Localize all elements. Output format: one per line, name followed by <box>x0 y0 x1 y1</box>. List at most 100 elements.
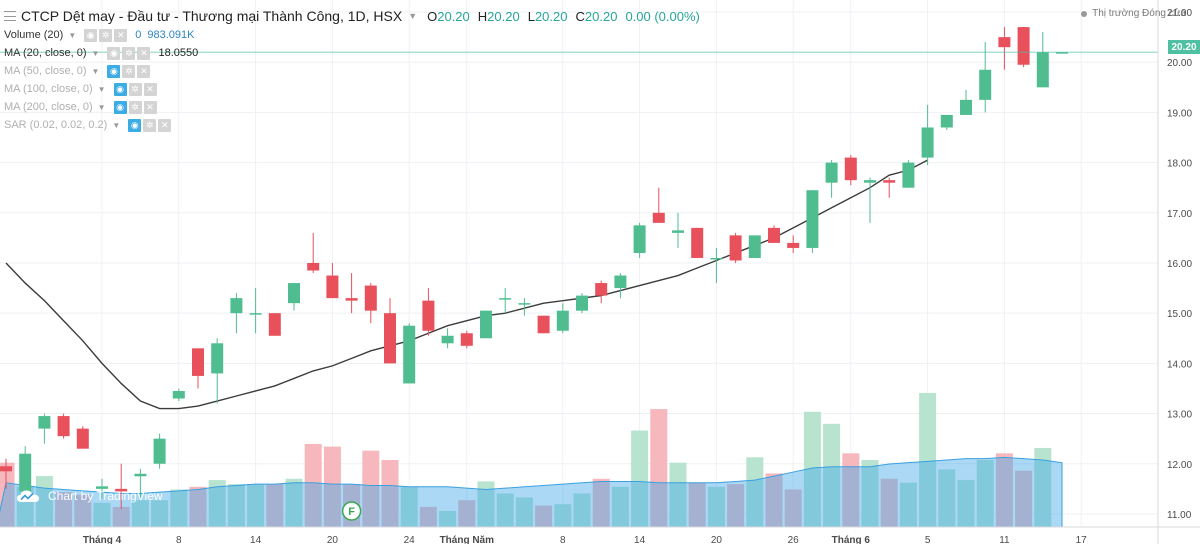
chevron-down-icon[interactable]: ▼ <box>97 84 106 94</box>
y-tick-label: 15.00 <box>1167 309 1192 320</box>
volume-bar <box>189 486 207 527</box>
x-tick-label: 11 <box>999 535 1010 544</box>
gear-icon[interactable]: ✲ <box>122 64 136 78</box>
volume-bar <box>631 430 649 527</box>
volume-bar <box>803 411 821 527</box>
volume-bar <box>304 443 322 527</box>
event-marker-label: F <box>348 506 355 518</box>
volume-bar <box>554 504 572 527</box>
candle-body-up <box>480 310 492 339</box>
ohlc-open: O20.20 <box>427 8 470 24</box>
candle-body-down <box>787 242 800 248</box>
volume-bar <box>151 500 169 527</box>
volume-bar <box>496 493 514 527</box>
candle-body-down <box>57 416 70 437</box>
y-tick-label: 21.00 <box>1167 8 1192 19</box>
candle-body-up <box>249 313 262 315</box>
volume-bar <box>669 462 687 527</box>
indicator-label[interactable]: MA (50, close, 0) <box>4 65 87 77</box>
indicator-ma200[interactable]: MA (200, close, 0) ▼ ◉ ✲ ✕ <box>4 98 700 116</box>
chevron-down-icon[interactable]: ▼ <box>97 102 106 112</box>
x-tick-label: 20 <box>711 535 723 544</box>
candle-body-up <box>633 225 646 253</box>
indicator-ma50[interactable]: MA (50, close, 0) ▼ ◉ ✲ ✕ <box>4 62 700 80</box>
candle-body-down <box>307 262 320 271</box>
close-icon[interactable]: ✕ <box>137 46 151 60</box>
candle-body-up <box>211 343 224 374</box>
eye-icon[interactable]: ◉ <box>113 100 127 114</box>
gear-icon[interactable]: ✲ <box>99 28 113 42</box>
close-icon[interactable]: ✕ <box>137 64 151 78</box>
chevron-down-icon[interactable]: ▼ <box>408 11 418 21</box>
indicator-ma20[interactable]: MA (20, close, 0) ▼ ◉ ✲ ✕ 18.0550 <box>4 44 700 62</box>
tradingview-watermark[interactable]: Chart by TradingView <box>16 489 163 503</box>
volume-bar <box>439 510 457 527</box>
candle-body-down <box>326 275 339 299</box>
eye-icon[interactable]: ◉ <box>107 46 121 60</box>
y-tick-label: 20.00 <box>1167 58 1192 69</box>
menu-icon[interactable] <box>4 10 16 22</box>
volume-ma-value: 983.091K <box>147 29 195 41</box>
chevron-down-icon[interactable]: ▼ <box>91 66 100 76</box>
candle-body-up <box>806 190 819 248</box>
indicator-label[interactable]: MA (100, close, 0) <box>4 83 93 95</box>
indicator-ma100[interactable]: MA (100, close, 0) ▼ ◉ ✲ ✕ <box>4 80 700 98</box>
market-status: Thị trường Đóng cửa <box>1081 8 1186 19</box>
eye-icon[interactable]: ◉ <box>107 64 121 78</box>
indicator-volume[interactable]: Volume (20) ▼ ◉ ✲ ✕ 0 983.091K <box>4 26 700 44</box>
price-change: 0.00 (0.00%) <box>625 8 700 24</box>
candle-body-down <box>729 235 742 261</box>
gear-icon[interactable]: ✲ <box>128 82 142 96</box>
event-marker <box>341 501 362 521</box>
eye-icon[interactable]: ◉ <box>128 118 142 132</box>
volume-ma-area <box>0 456 1063 528</box>
volume-bar <box>919 393 937 527</box>
candle-body-down <box>268 313 281 336</box>
x-tick-label: Tháng Năm <box>440 535 495 544</box>
volume-bar <box>688 482 706 527</box>
candle-body-up <box>288 283 300 304</box>
gear-icon[interactable]: ✲ <box>122 46 136 60</box>
chevron-down-icon[interactable]: ▼ <box>91 48 100 58</box>
y-tick-label: 12.00 <box>1167 460 1192 471</box>
indicator-label[interactable]: SAR (0.02, 0.02, 0.2) <box>4 119 108 131</box>
indicator-label[interactable]: Volume (20) <box>4 29 64 41</box>
candle-body-down <box>422 300 435 331</box>
candle-body-down <box>0 466 12 472</box>
indicator-label[interactable]: MA (20, close, 0) <box>4 47 87 59</box>
indicator-label[interactable]: MA (200, close, 0) <box>4 101 93 113</box>
indicator-sar[interactable]: SAR (0.02, 0.02, 0.2) ▼ ◉ ✲ ✕ <box>4 116 700 134</box>
y-tick-label: 13.00 <box>1167 410 1192 421</box>
candle-body-up <box>38 416 51 429</box>
candle-body-up <box>441 335 454 344</box>
chevron-down-icon[interactable]: ▼ <box>68 30 77 40</box>
close-icon[interactable]: ✕ <box>114 28 128 42</box>
status-dot-icon <box>1081 10 1088 17</box>
candle-body-up <box>960 99 972 115</box>
close-icon[interactable]: ✕ <box>158 118 172 132</box>
gear-icon[interactable]: ✲ <box>128 100 142 114</box>
volume-bar <box>957 480 975 527</box>
ma20-value: 18.0550 <box>158 47 199 59</box>
volume-bar <box>362 450 380 527</box>
chevron-down-icon[interactable]: ▼ <box>112 120 121 130</box>
volume-bar <box>938 469 956 527</box>
close-icon[interactable]: ✕ <box>143 82 157 96</box>
last-price-label: 20.20 <box>1168 40 1200 54</box>
symbol-row: CTCP Dệt may - Đầu tư - Thương mại Thành… <box>4 6 700 26</box>
x-tick-label: 26 <box>788 535 800 544</box>
volume-bar <box>227 484 245 527</box>
close-icon[interactable]: ✕ <box>143 100 157 114</box>
eye-icon[interactable]: ◉ <box>113 82 127 96</box>
candle-body-down <box>345 298 358 301</box>
volume-bar <box>515 497 533 527</box>
candle-body-down <box>537 315 550 334</box>
eye-icon[interactable]: ◉ <box>84 28 98 42</box>
volume-bar <box>823 423 841 527</box>
gear-icon[interactable]: ✲ <box>143 118 157 132</box>
symbol-title[interactable]: CTCP Dệt may - Đầu tư - Thương mại Thành… <box>21 8 403 24</box>
volume-bar <box>477 481 495 527</box>
candle-body-up <box>672 230 684 233</box>
volume-bar <box>611 486 629 527</box>
